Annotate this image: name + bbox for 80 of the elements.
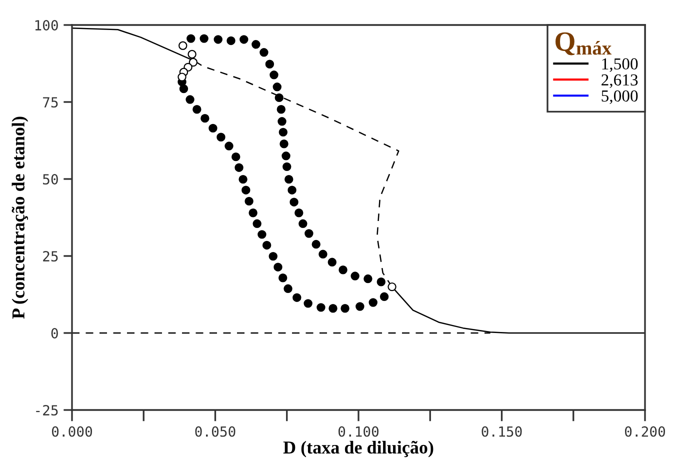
point xyxy=(282,162,292,172)
point xyxy=(328,258,336,267)
point xyxy=(318,250,328,259)
point xyxy=(278,117,286,126)
point xyxy=(312,240,320,249)
point xyxy=(216,132,226,142)
point xyxy=(238,174,248,184)
x-tick-label: 0.050 xyxy=(195,426,236,437)
x-tick-label: 0.000 xyxy=(52,426,92,437)
point xyxy=(284,174,294,184)
point xyxy=(200,34,208,43)
x-axis-title: D (taxa de diluição) xyxy=(283,440,434,458)
x-tick-label: 0.100 xyxy=(338,426,379,437)
point xyxy=(186,95,194,104)
point xyxy=(328,304,338,313)
point xyxy=(376,278,386,286)
point xyxy=(304,229,314,238)
y-tick-label: 50 xyxy=(43,174,58,185)
point xyxy=(292,293,302,302)
point xyxy=(274,262,282,272)
point xyxy=(298,219,308,228)
point xyxy=(262,240,272,250)
y-tick-label: 0 xyxy=(51,328,58,339)
point xyxy=(294,208,304,218)
point xyxy=(186,34,196,43)
point xyxy=(224,142,234,150)
x-tick-label: 0.200 xyxy=(625,426,666,437)
point xyxy=(260,48,268,57)
y-tick-label: -25 xyxy=(36,405,58,416)
x-tick-label: 0.150 xyxy=(482,426,522,437)
point xyxy=(268,252,278,261)
point xyxy=(178,72,186,82)
point xyxy=(340,304,350,313)
point xyxy=(200,114,210,123)
point xyxy=(226,36,236,46)
point xyxy=(282,152,290,160)
point xyxy=(242,186,250,194)
point xyxy=(178,41,188,50)
point xyxy=(304,299,312,308)
point xyxy=(192,105,202,114)
legend-label: 5,000 xyxy=(602,90,638,104)
point xyxy=(380,292,389,302)
point xyxy=(356,302,364,311)
point xyxy=(272,82,282,92)
point xyxy=(278,128,288,137)
y-tick-label: 75 xyxy=(43,97,58,108)
point xyxy=(364,274,372,284)
legend-label: 1,500 xyxy=(602,58,638,72)
point xyxy=(368,298,378,307)
point xyxy=(280,140,288,148)
y-tick-label: 100 xyxy=(35,20,58,31)
point xyxy=(248,208,258,218)
point xyxy=(234,163,244,172)
point xyxy=(252,219,262,228)
point xyxy=(208,124,218,133)
point xyxy=(214,35,222,44)
y-tick-label: 25 xyxy=(43,251,58,262)
point xyxy=(252,40,260,49)
point xyxy=(290,198,298,206)
point xyxy=(258,230,266,239)
point xyxy=(244,196,254,206)
point xyxy=(284,284,292,294)
legend-title: Q$_{máx}$ xyxy=(556,32,612,56)
point xyxy=(270,70,278,80)
point xyxy=(274,93,284,102)
legend-label: 2,613 xyxy=(602,74,638,88)
point xyxy=(338,266,348,274)
point xyxy=(350,272,360,280)
point xyxy=(265,60,274,68)
y-axis-title: P (concentração de etanol) xyxy=(12,116,28,319)
point xyxy=(276,105,286,114)
point xyxy=(278,274,288,282)
point xyxy=(188,58,198,67)
point xyxy=(232,152,240,162)
point xyxy=(188,50,196,59)
point xyxy=(179,84,188,94)
point xyxy=(288,186,296,194)
point xyxy=(388,282,396,292)
point xyxy=(240,35,248,44)
point xyxy=(316,303,326,312)
